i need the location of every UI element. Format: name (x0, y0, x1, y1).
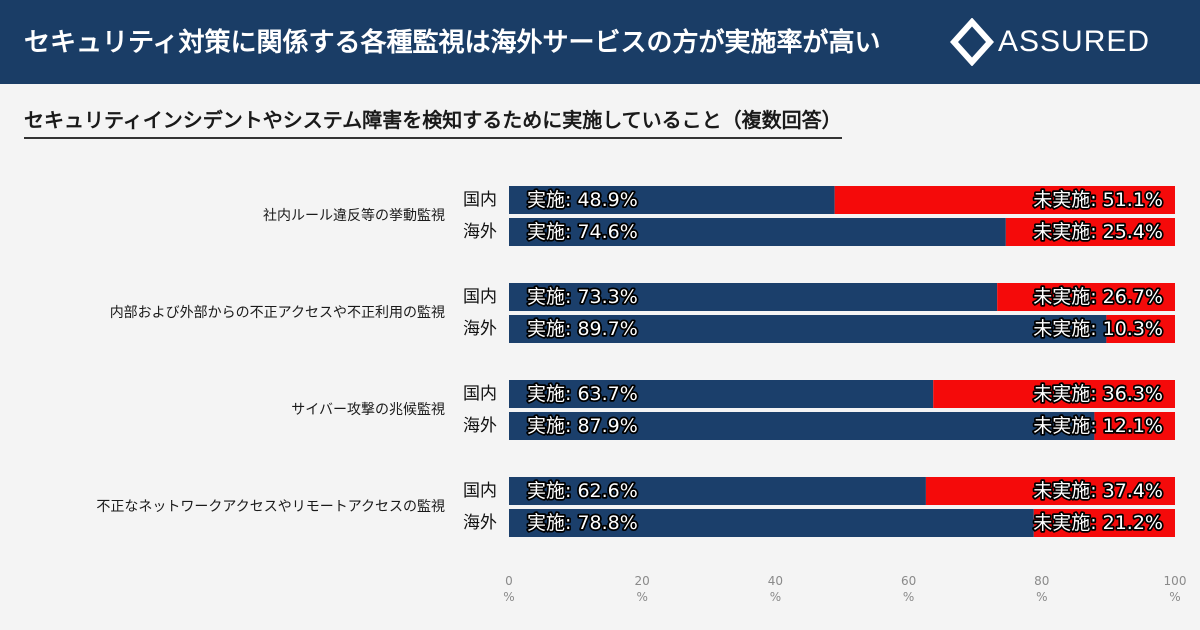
x-tick-label: 40 (768, 574, 783, 588)
bar-not-implemented (925, 477, 1175, 505)
x-tick-label: 80 (1034, 574, 1049, 588)
region-label: 国内 (463, 287, 497, 307)
assured-logo-icon (949, 17, 995, 67)
data-label-implemented: 実施: 48.9% (527, 189, 638, 211)
bar-implemented (509, 283, 998, 311)
x-tick-label: 0 (505, 574, 513, 588)
x-tick-label: 20 (635, 574, 650, 588)
region-label: 国内 (463, 190, 497, 210)
bar-not-implemented (1033, 509, 1175, 537)
region-label: 海外 (463, 513, 497, 533)
assured-logo: ASSURED (949, 17, 1149, 67)
bar-not-implemented (933, 380, 1175, 408)
data-label-not-implemented: 未実施: 21.2% (1033, 512, 1163, 534)
data-label-implemented: 実施: 62.6% (527, 480, 638, 502)
data-label-not-implemented: 未実施: 51.1% (1033, 189, 1163, 211)
bar-implemented (509, 477, 926, 505)
data-label-implemented: 実施: 74.6% (527, 221, 638, 243)
region-label: 海外 (463, 416, 497, 436)
category-label: 社内ルール違反等の挙動監視 (263, 207, 445, 224)
bar-implemented (509, 315, 1107, 343)
page-title: セキュリティ対策に関係する各種監視は海外サービスの方が実施率が高い (24, 28, 881, 58)
x-tick-unit: % (636, 590, 647, 604)
bar-implemented (509, 412, 1095, 440)
bar-implemented (509, 186, 835, 214)
category-label: サイバー攻撃の兆候監視 (291, 401, 445, 418)
data-label-not-implemented: 未実施: 36.3% (1033, 383, 1163, 405)
data-label-implemented: 実施: 87.9% (527, 415, 638, 437)
category-label: 不正なネットワークアクセスやリモートアクセスの監視 (96, 498, 445, 515)
data-label-implemented: 実施: 63.7% (527, 383, 638, 405)
bar-not-implemented (1106, 315, 1175, 343)
chart-subtitle: セキュリティインシデントやシステム障害を検知するために実施していること（複数回答… (24, 104, 842, 139)
data-label-not-implemented: 未実施: 26.7% (1033, 286, 1163, 308)
header-bar: セキュリティ対策に関係する各種監視は海外サービスの方が実施率が高い ASSURE… (0, 0, 1200, 84)
data-label-not-implemented: 未実施: 12.1% (1033, 415, 1163, 437)
bar-not-implemented (1094, 412, 1175, 440)
bar-not-implemented (834, 186, 1175, 214)
x-tick-unit: % (903, 590, 914, 604)
data-label-implemented: 実施: 89.7% (527, 318, 638, 340)
bar-not-implemented (997, 283, 1175, 311)
region-label: 国内 (463, 481, 497, 501)
logo-text: ASSURED (998, 25, 1151, 58)
data-label-implemented: 実施: 73.3% (527, 286, 638, 308)
x-tick-unit: % (1036, 590, 1047, 604)
bar-implemented (509, 380, 934, 408)
data-label-not-implemented: 未実施: 37.4% (1033, 480, 1163, 502)
data-label-not-implemented: 未実施: 10.3% (1033, 318, 1163, 340)
category-label: 内部および外部からの不正アクセスや不正利用の監視 (110, 304, 445, 321)
data-label-not-implemented: 未実施: 25.4% (1033, 221, 1163, 243)
region-label: 国内 (463, 384, 497, 404)
region-label: 海外 (463, 222, 497, 242)
x-tick-label: 60 (901, 574, 916, 588)
x-tick-unit: % (503, 590, 514, 604)
bar-not-implemented (1005, 218, 1175, 246)
bar-implemented (509, 218, 1006, 246)
x-tick-unit: % (770, 590, 781, 604)
data-label-implemented: 実施: 78.8% (527, 512, 638, 534)
x-tick-label: 100 (1164, 574, 1187, 588)
x-tick-unit: % (1169, 590, 1180, 604)
bar-implemented (509, 509, 1034, 537)
region-label: 海外 (463, 319, 497, 339)
